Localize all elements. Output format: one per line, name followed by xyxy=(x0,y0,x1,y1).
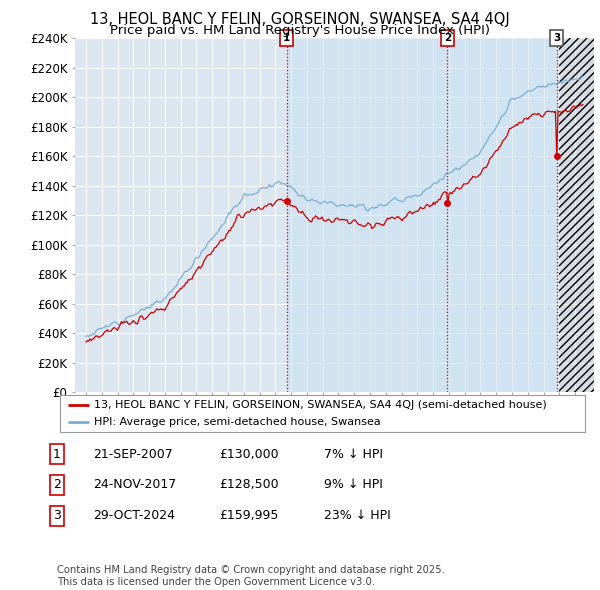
Text: 13, HEOL BANC Y FELIN, GORSEINON, SWANSEA, SA4 4QJ (semi-detached house): 13, HEOL BANC Y FELIN, GORSEINON, SWANSE… xyxy=(94,400,547,410)
Text: 3: 3 xyxy=(53,509,61,522)
Text: 2: 2 xyxy=(53,478,61,491)
Text: HPI: Average price, semi-detached house, Swansea: HPI: Average price, semi-detached house,… xyxy=(94,417,381,427)
Text: 7% ↓ HPI: 7% ↓ HPI xyxy=(324,448,383,461)
Text: Price paid vs. HM Land Registry's House Price Index (HPI): Price paid vs. HM Land Registry's House … xyxy=(110,24,490,37)
Bar xyxy=(287,38,557,392)
Text: £130,000: £130,000 xyxy=(219,448,278,461)
Bar xyxy=(559,38,599,392)
Text: 13, HEOL BANC Y FELIN, GORSEINON, SWANSEA, SA4 4QJ: 13, HEOL BANC Y FELIN, GORSEINON, SWANSE… xyxy=(90,12,510,27)
Text: 9% ↓ HPI: 9% ↓ HPI xyxy=(324,478,383,491)
Text: 29-OCT-2024: 29-OCT-2024 xyxy=(93,509,175,522)
Text: £159,995: £159,995 xyxy=(219,509,278,522)
Text: 3: 3 xyxy=(553,34,560,43)
Text: 21-SEP-2007: 21-SEP-2007 xyxy=(93,448,173,461)
Text: 2: 2 xyxy=(443,34,451,43)
Text: £128,500: £128,500 xyxy=(219,478,278,491)
Text: Contains HM Land Registry data © Crown copyright and database right 2025.
This d: Contains HM Land Registry data © Crown c… xyxy=(57,565,445,587)
Text: 1: 1 xyxy=(53,448,61,461)
Text: 23% ↓ HPI: 23% ↓ HPI xyxy=(324,509,391,522)
Text: 24-NOV-2017: 24-NOV-2017 xyxy=(93,478,176,491)
Text: 1: 1 xyxy=(283,34,290,43)
